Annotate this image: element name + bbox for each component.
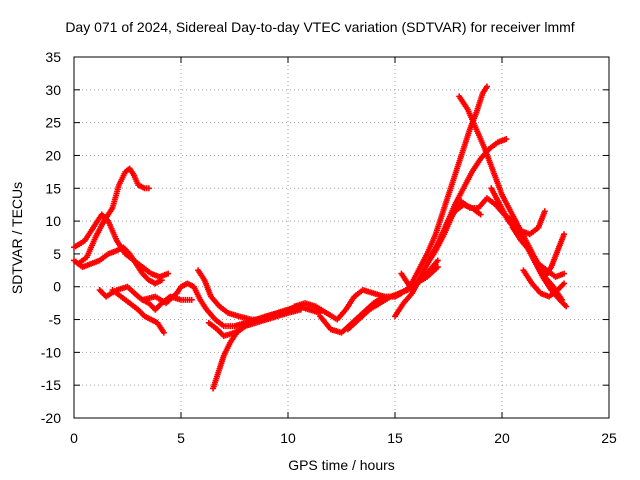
data-point [503,136,510,143]
y-tick-label: -5 [49,312,62,328]
data-points [71,83,570,392]
series-sat-n [398,83,491,290]
y-tick-label: 30 [45,82,61,98]
y-axis-label: SDTVAR / TECUs [9,181,25,295]
series-sat-t [520,267,568,300]
y-tick-label: 10 [45,213,61,229]
data-point [434,257,441,264]
chart-title: Day 071 of 2024, Sidereal Day-to-day VTE… [65,19,575,35]
y-tick-label: -10 [41,344,61,360]
grid [74,57,609,418]
y-tick-label: -15 [41,377,61,393]
x-tick-label: 5 [177,430,185,446]
y-tick-label: 0 [53,279,61,295]
data-point [188,296,195,303]
plot-border [73,56,610,419]
series-sat-c [71,244,165,287]
series-sat-p [434,136,510,248]
x-axis-label: GPS time / hours [288,457,395,473]
series-sat-u [541,231,568,280]
series-sat-l [344,264,441,333]
series-sat-j [291,287,405,323]
x-tick-label: 15 [387,430,403,446]
y-tick-label: 25 [45,115,61,131]
y-tick-label: 15 [45,180,61,196]
axis-ticks: 0 5 10 15 20 25 -20 -15 -10 -5 0 5 10 15 20 25 30 35 [41,49,617,446]
y-tick-label: 35 [45,49,61,65]
data-point [561,270,568,277]
data-point [561,231,568,238]
data-point [145,185,152,192]
series-sat-a [75,165,152,267]
y-tick-label: -20 [41,410,61,426]
x-tick-label: 25 [601,430,617,446]
data-point [484,83,491,90]
data-point [165,270,172,277]
plot-frame [73,56,610,419]
data-point [160,329,167,336]
y-tick-label: 5 [53,246,61,262]
series-sat-s [509,224,568,280]
x-tick-label: 20 [494,430,510,446]
series-sat-e [109,287,167,336]
data-point [561,280,568,287]
y-tick-label: 20 [45,147,61,163]
data-point [434,264,441,271]
data-point [158,277,165,284]
data-point [563,303,570,310]
data-point [541,208,548,215]
x-tick-label: 0 [70,430,78,446]
data-point [477,211,484,218]
x-tick-label: 10 [280,430,296,446]
